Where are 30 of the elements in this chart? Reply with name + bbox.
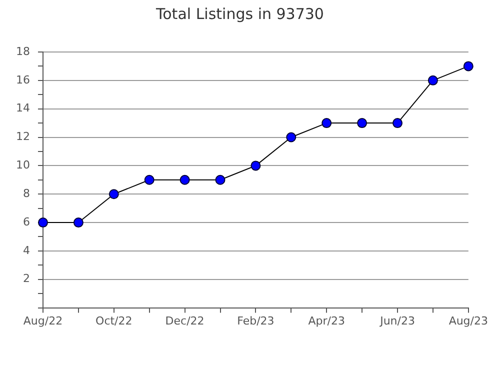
point <box>322 118 332 128</box>
y-tick-label: 10 <box>16 158 30 172</box>
point <box>73 218 84 228</box>
point <box>392 118 403 128</box>
point <box>250 160 261 171</box>
point <box>357 118 368 128</box>
x-tick-label: Aug/22 <box>23 314 63 328</box>
y-tick-label: 14 <box>16 102 30 115</box>
point <box>463 61 474 72</box>
point <box>428 75 438 86</box>
y-tick-label: 12 <box>16 130 30 144</box>
x-tick-label: Oct/22 <box>96 314 132 328</box>
point <box>38 218 48 228</box>
chart-title: Total Listings in 93730 <box>155 4 324 23</box>
y-tick-label: 4 <box>22 244 30 257</box>
x-tick-label: Feb/23 <box>237 314 274 328</box>
x-tick-label: Aug/23 <box>448 314 488 328</box>
y-tick-label: 6 <box>22 215 30 228</box>
point <box>215 174 226 185</box>
x-tick-label: Jun/23 <box>379 314 415 328</box>
x-tick-label: Apr/23 <box>308 314 345 328</box>
y-tick-label: 18 <box>16 44 30 58</box>
point <box>180 174 190 185</box>
x-tick-label: Dec/22 <box>165 314 204 328</box>
y-tick-label: 2 <box>22 272 30 286</box>
y-tick-label: 8 <box>22 186 30 200</box>
point <box>108 189 119 200</box>
point <box>144 174 154 185</box>
y-tick-label: 16 <box>16 73 30 86</box>
point <box>286 132 296 142</box>
